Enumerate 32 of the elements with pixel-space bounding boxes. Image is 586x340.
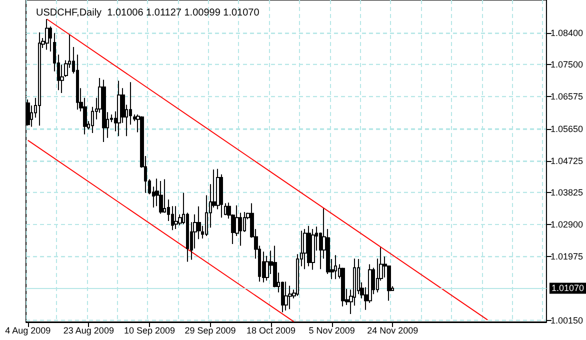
x-tick-label: 29 Sep 2009 [184,326,236,336]
x-tick-label: 4 Aug 2009 [5,326,51,336]
y-tick-label: 1.07500 [550,59,584,70]
candlestick [159,180,163,214]
x-tick-label: 5 Nov 2009 [308,326,355,336]
y-tick-label: 1.06575 [550,92,584,102]
y-tick-label: 1.01975 [550,252,584,262]
candlestick [117,80,121,137]
x-tick-label: 23 Aug 2009 [63,326,114,336]
candlestick [307,225,311,267]
y-tick-label: 1.04725 [550,156,584,166]
y-tick-label: 1.02900 [550,220,584,230]
candlestick [334,254,337,280]
y-tick-label: 1.05650 [550,124,584,134]
y-tick-label: 1.03825 [550,187,584,198]
x-tick-label: 10 Sep 2009 [124,326,175,336]
x-tick-label: 24 Nov 2009 [367,326,418,336]
ref-line-label: 1.01070 [551,283,584,294]
x-tick-label: 18 Oct 2009 [246,326,296,336]
y-tick-label: 1.08400 [550,28,584,38]
y-tick-label: 1.00150 [550,315,584,326]
candlestick [174,206,178,230]
candlestick [102,79,106,143]
candlestick [303,228,307,270]
candlestick [311,228,315,270]
candlestick [284,281,288,312]
candlestick [38,32,41,126]
candlestick [224,202,227,216]
candlestick [288,285,292,310]
candlestick [45,18,49,50]
text: USDCHF,Daily 1.01006 1.01127 1.00999 1.01070 [36,8,260,18]
candlestick [341,267,345,307]
